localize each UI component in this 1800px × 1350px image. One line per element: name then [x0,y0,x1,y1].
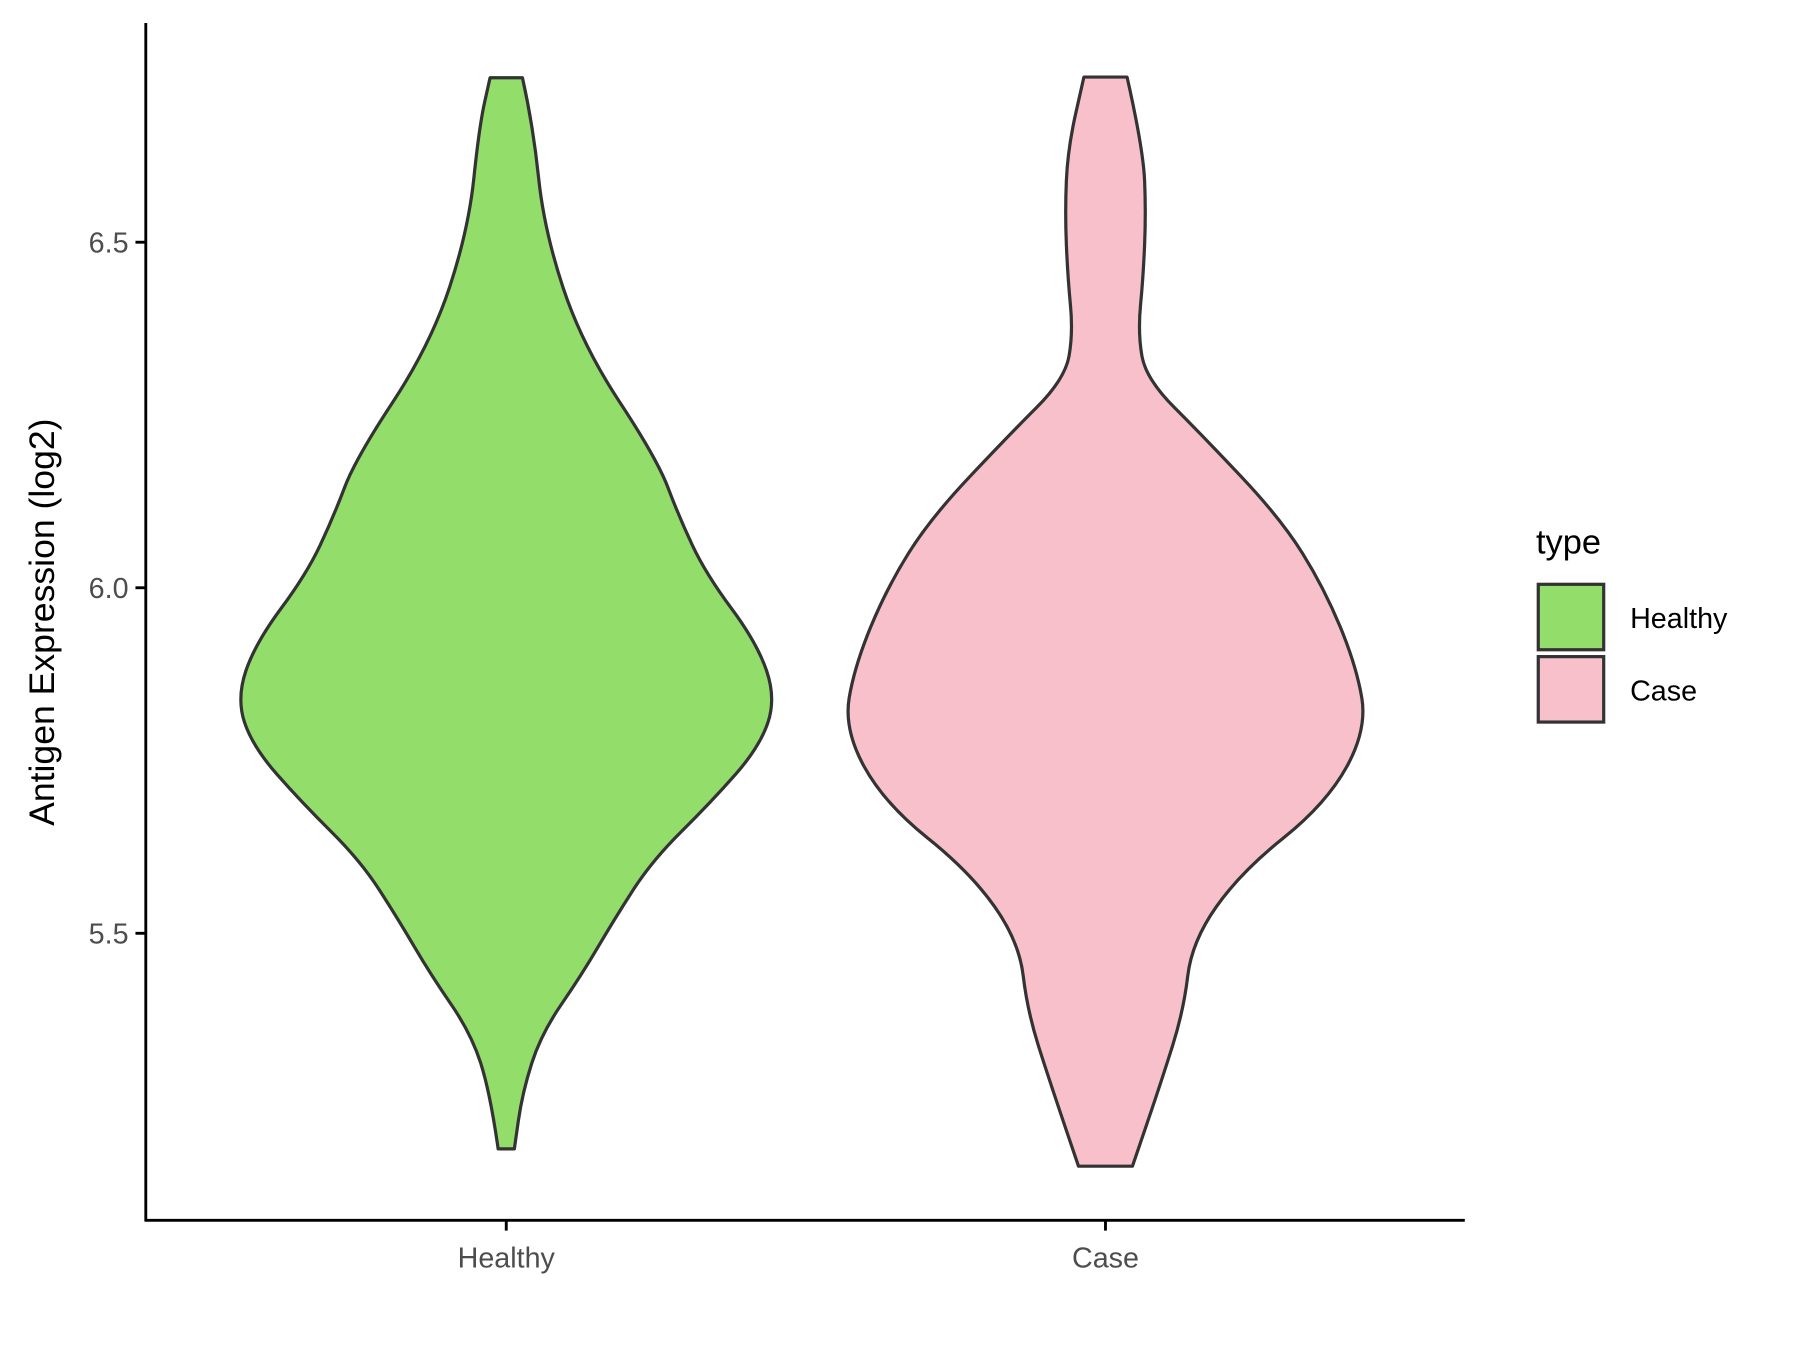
x-tick-label: Healthy [458,1242,556,1274]
legend: type Healthy Case [1536,523,1728,724]
legend-swatch-healthy [1536,582,1606,652]
violin-healthy [239,76,774,1151]
legend-label: Healthy [1630,603,1728,635]
y-ticks: 5.5 6.0 6.5 [89,228,146,951]
legend-title: type [1536,523,1601,561]
y-axis-label: Antigen Expression (log2) [22,418,62,825]
legend-swatch-case [1536,655,1606,724]
y-tick-label: 6.5 [89,228,129,260]
x-tick-label: Case [1072,1242,1139,1274]
y-tick-label: 5.5 [89,919,129,951]
legend-label: Case [1630,675,1697,707]
violins [239,75,1365,1168]
violin-case [846,75,1365,1168]
y-tick-label: 6.0 [89,573,129,605]
x-ticks: Healthy Case [458,1220,1139,1274]
